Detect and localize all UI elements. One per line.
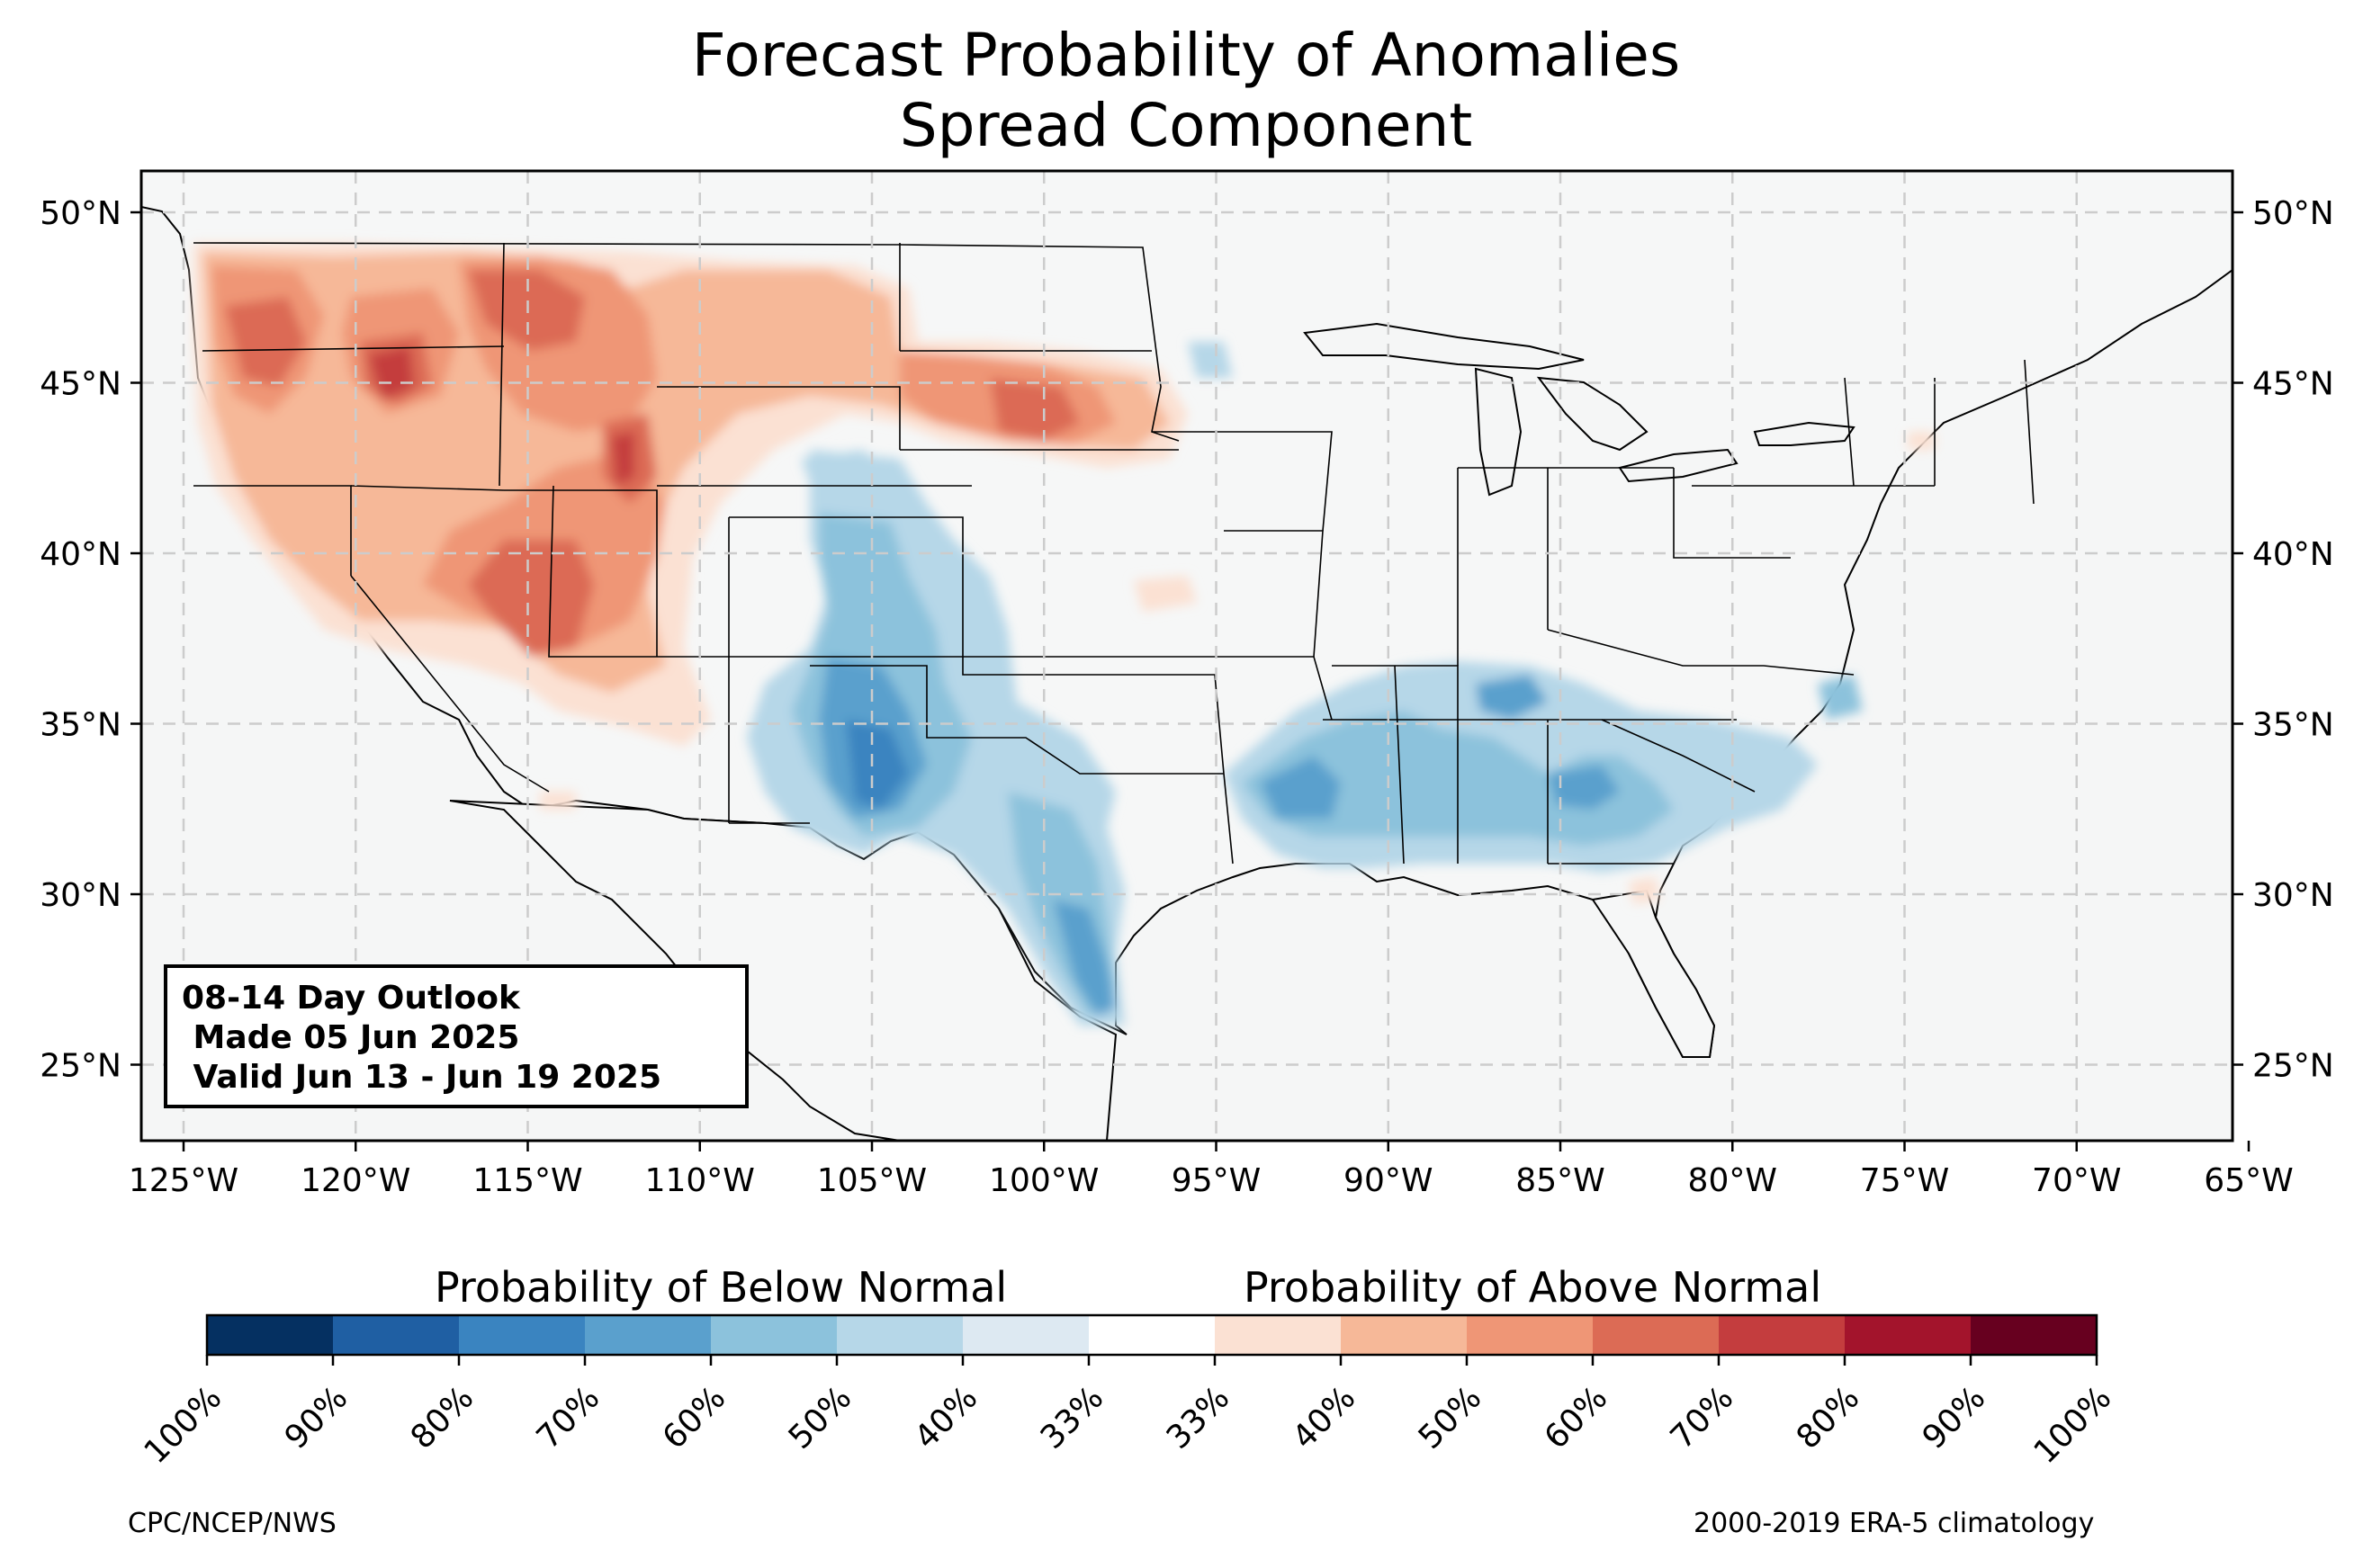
colorbar-swatch xyxy=(585,1315,712,1355)
state-borders xyxy=(193,242,2035,865)
lat-tick-label-right: 25°N xyxy=(2252,1048,2334,1085)
longitude-axis: 125°W 120°W 115°W 110°W 105°W 100°W 95°W 90°W 85… xyxy=(129,1141,2294,1199)
colorbar-swatch xyxy=(1089,1315,1216,1355)
lon-tick-label: 120°W xyxy=(301,1162,410,1199)
colorbar-tick-label: 40% xyxy=(908,1379,985,1456)
lon-tick-label: 70°W xyxy=(2032,1162,2121,1199)
made-date: Made 05 Jun 2025 xyxy=(182,1019,520,1056)
below-normal-heading: Probability of Below Normal xyxy=(435,1263,1008,1312)
colorbar-tick-label: 50% xyxy=(782,1379,859,1456)
colorbar-frame xyxy=(205,1313,2098,1357)
colorbar-swatch xyxy=(837,1315,964,1355)
colorbar-swatch xyxy=(1593,1315,1720,1355)
lon-tick-label: 90°W xyxy=(1343,1162,1433,1199)
above-normal-regions xyxy=(193,243,1935,904)
colorbar: 100% 90% 80% 70% 60% 50% 40% 33% 33% 40% 50% 60% 70%… xyxy=(138,1313,2119,1471)
colorbar-tick-label: 33% xyxy=(1160,1379,1237,1456)
colorbar-tick-label: 100% xyxy=(2027,1379,2119,1471)
lat-tick-label-right: 45°N xyxy=(2252,366,2334,403)
colorbar-tick-label: 80% xyxy=(404,1379,481,1456)
lon-tick-label: 110°W xyxy=(645,1162,755,1199)
lon-tick-label: 125°W xyxy=(129,1162,238,1199)
colorbar-swatch xyxy=(711,1315,838,1355)
lon-tick-label: 65°W xyxy=(2204,1162,2293,1199)
lon-tick-label: 105°W xyxy=(817,1162,927,1199)
lon-tick-label: 100°W xyxy=(989,1162,1099,1199)
lat-tick-label-left: 40°N xyxy=(40,536,121,573)
colorbar-tick-label: 70% xyxy=(1664,1379,1741,1456)
map-frame xyxy=(139,169,2234,1142)
valid-range: Valid Jun 13 - Jun 19 2025 xyxy=(182,1059,662,1096)
colorbar-tick-label: 70% xyxy=(530,1379,607,1456)
outlook-info-box: 08-14 Day Outlook Made 05 Jun 2025 Valid… xyxy=(164,964,749,1108)
chart-title: Forecast Probability of Anomalies xyxy=(691,21,1681,90)
colorbar-swatch xyxy=(1845,1315,1972,1355)
colorbar-tick-label: 90% xyxy=(278,1379,355,1456)
lon-tick-label: 75°W xyxy=(1860,1162,1949,1199)
colorbar-tick-label: 40% xyxy=(1286,1379,1363,1456)
credit-climatology: 2000-2019 ERA-5 climatology xyxy=(1694,1508,2095,1539)
great-lakes xyxy=(1303,322,1855,497)
lon-tick-label: 80°W xyxy=(1688,1162,1777,1199)
colorbar-tick-label: 80% xyxy=(1790,1379,1867,1456)
lat-tick-label-right: 40°N xyxy=(2252,536,2334,573)
colorbar-swatch xyxy=(459,1315,586,1355)
florida xyxy=(1591,889,1716,1058)
colorbar-swatch xyxy=(1467,1315,1594,1355)
lon-tick-label: 95°W xyxy=(1172,1162,1261,1199)
colorbar-tick-label: 60% xyxy=(1538,1379,1615,1456)
latitude-axis: 50°N 50°N 45°N 45°N 40°N 40°N 35°N 35°N 30°N 30°N… xyxy=(40,195,2334,1085)
lon-tick-label: 115°W xyxy=(472,1162,582,1199)
lat-tick-label-right: 50°N xyxy=(2252,195,2334,232)
colorbar-swatch xyxy=(963,1315,1090,1355)
colorbar-swatch xyxy=(1215,1315,1342,1355)
chart-subtitle: Spread Component xyxy=(899,91,1473,160)
colorbar-tick-label: 90% xyxy=(1916,1379,1993,1456)
colorbar-tick-label: 33% xyxy=(1034,1379,1111,1456)
credit-source: CPC/NCEP/NWS xyxy=(128,1508,337,1539)
lat-tick-label-left: 45°N xyxy=(40,366,121,403)
colorbar-swatch xyxy=(1971,1315,2098,1355)
above-normal-heading: Probability of Above Normal xyxy=(1244,1263,1822,1312)
lat-tick-label-left: 30°N xyxy=(40,877,121,914)
lat-tick-label-left: 25°N xyxy=(40,1048,121,1085)
colorbar-tick-label: 50% xyxy=(1412,1379,1489,1456)
colorbar-tick-label: 60% xyxy=(656,1379,733,1456)
outlook-period: 08-14 Day Outlook xyxy=(182,980,520,1017)
colorbar-swatch xyxy=(1341,1315,1468,1355)
colorbar-swatch xyxy=(207,1315,334,1355)
colorbar-swatch xyxy=(1719,1315,1846,1355)
lat-tick-label-right: 35°N xyxy=(2252,707,2334,744)
lat-tick-label-left: 50°N xyxy=(40,195,121,232)
lat-tick-label-left: 35°N xyxy=(40,707,121,744)
lat-tick-label-right: 30°N xyxy=(2252,877,2334,914)
colorbar-tick-label: 100% xyxy=(138,1379,229,1471)
lon-tick-label: 85°W xyxy=(1515,1162,1604,1199)
colorbar-swatch xyxy=(333,1315,460,1355)
